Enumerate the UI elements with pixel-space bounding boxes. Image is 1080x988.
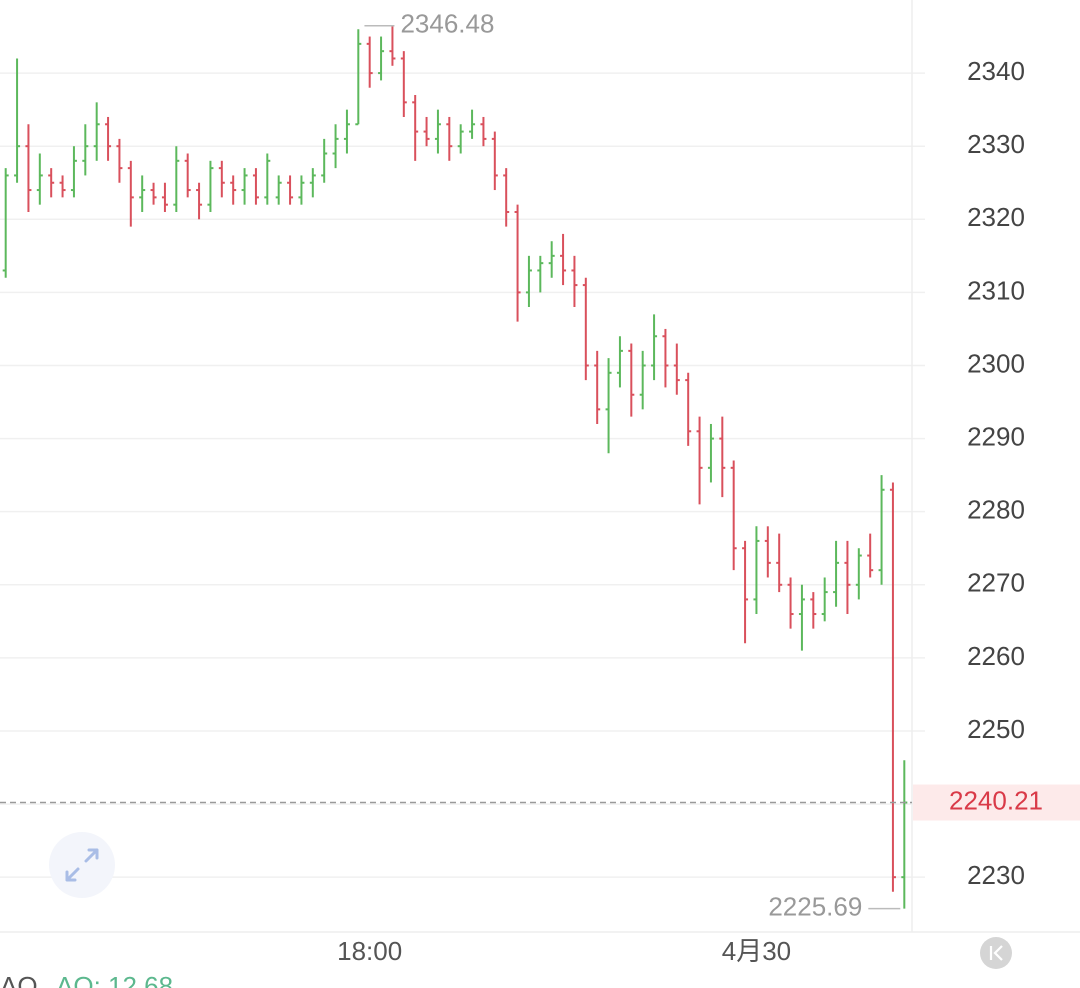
- y-tick-label: 2260: [967, 641, 1025, 671]
- indicator-value: AO: 12.68: [56, 971, 173, 988]
- current-price-bg: [913, 784, 1080, 821]
- y-tick-label: 2300: [967, 348, 1025, 378]
- high-label: 2346.48: [400, 9, 494, 39]
- y-tick-label: 2320: [967, 202, 1025, 232]
- y-tick-label: 2250: [967, 714, 1025, 744]
- y-tick-label: 2290: [967, 421, 1025, 451]
- y-tick-label: 2340: [967, 56, 1025, 86]
- y-tick-label: 2230: [967, 860, 1025, 890]
- y-tick-label: 2310: [967, 275, 1025, 305]
- indicator-label: AO: [0, 971, 38, 988]
- y-tick-label: 2330: [967, 129, 1025, 159]
- y-tick-label: 2280: [967, 495, 1025, 525]
- x-tick-label: 18:00: [337, 936, 402, 966]
- plot: [0, 25, 925, 909]
- expand-button[interactable]: [49, 832, 115, 898]
- current-price-label: 2240.21: [949, 785, 1043, 815]
- expand-icon[interactable]: [65, 848, 99, 882]
- x-tick-label: 4月30: [722, 936, 791, 966]
- y-tick-label: 2270: [967, 568, 1025, 598]
- low-label: 2225.69: [768, 892, 862, 922]
- scroll-end-icon[interactable]: [989, 945, 1003, 961]
- scroll-end-button[interactable]: [980, 937, 1012, 969]
- expand-button-bg[interactable]: [49, 832, 115, 898]
